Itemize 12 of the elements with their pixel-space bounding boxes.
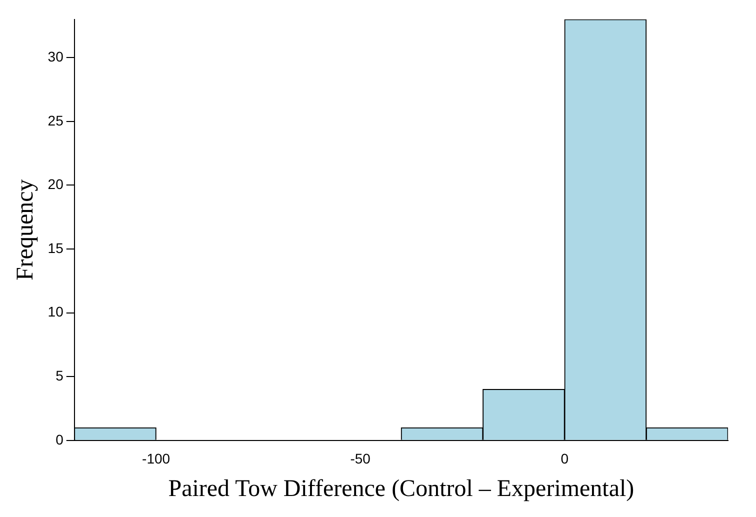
y-axis-title: Frequency [12, 179, 39, 281]
y-tick-label: 0 [56, 431, 64, 448]
y-tick-label: 20 [48, 176, 64, 192]
x-axis-title: Paired Tow Difference (Control – Experimental) [168, 476, 634, 502]
y-tick-label: 15 [48, 240, 64, 256]
x-tick-label: -50 [350, 450, 371, 467]
y-tick-label: 10 [48, 304, 64, 320]
y-tick-label: 5 [56, 367, 64, 384]
x-tick-label: 0 [560, 450, 569, 467]
y-tick-label: 30 [48, 48, 64, 65]
x-tick-label: -100 [142, 450, 170, 467]
y-tick-label: 25 [48, 112, 64, 128]
